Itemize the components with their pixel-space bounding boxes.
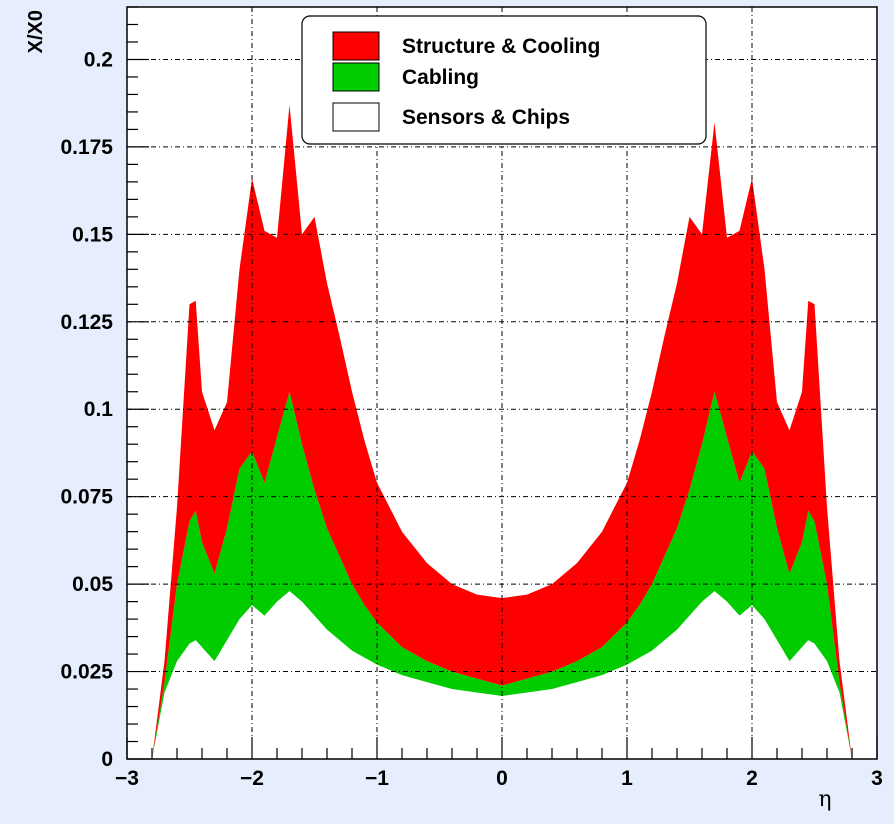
x-tick-label: −3: [115, 767, 139, 790]
legend-label: Sensors & Chips: [402, 106, 570, 129]
area-structure-cooling: [152, 104, 852, 759]
x-tick-label: 2: [746, 767, 758, 790]
y-tick-label: 0.175: [60, 136, 113, 159]
x-axis-title: η: [818, 787, 831, 812]
y-tick-label: 0.1: [84, 398, 114, 421]
y-tick-labels: 0 0.025 0.05 0.075 0.1 0.125 0.15 0.175 0.2: [60, 48, 113, 771]
y-tick-label: 0.075: [60, 486, 113, 509]
x-tick-label: 3: [871, 767, 883, 790]
x-tick-label: −1: [365, 767, 389, 790]
legend: Structure & Cooling Cabling Sensors & Chip…: [301, 15, 707, 145]
legend-swatch: [332, 62, 380, 92]
area-cabling: [152, 391, 852, 759]
y-tick-label: 0.2: [84, 48, 113, 71]
y-tick-label: 0.125: [60, 311, 113, 334]
x-tick-label: −2: [240, 767, 264, 790]
x-tick-label: 0: [496, 767, 508, 790]
stacked-areas: [152, 104, 852, 759]
legend-label: Structure & Cooling: [402, 35, 600, 58]
y-tick-label: 0.05: [72, 573, 113, 596]
x-tick-labels: −3 −2 −1 0 1 2 3: [115, 767, 883, 790]
axis-ticks: [126, 6, 878, 760]
legend-swatch: [332, 31, 380, 61]
y-axis-title: X/X0: [25, 10, 47, 53]
y-tick-label: 0.025: [60, 661, 113, 684]
legend-swatch: [332, 102, 380, 132]
area-sensors-chips: [152, 591, 852, 759]
y-tick-label: 0.15: [72, 223, 113, 246]
legend-box: [301, 15, 707, 145]
y-tick-label: 0: [101, 748, 113, 771]
legend-label: Cabling: [402, 66, 479, 89]
x-tick-label: 1: [621, 767, 633, 790]
